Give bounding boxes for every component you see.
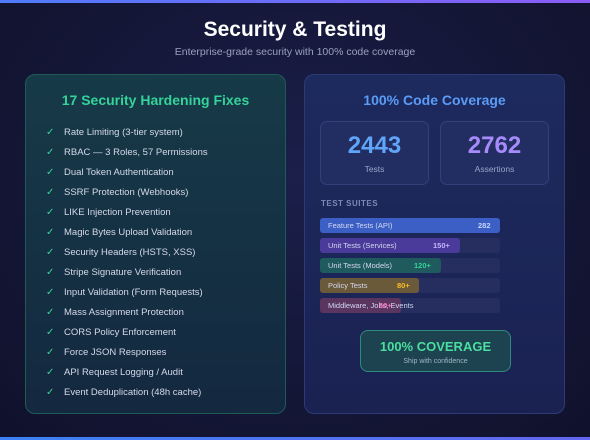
check-icon: ✓	[46, 346, 55, 358]
security-fixes-heading: 17 Security Hardening Fixes	[61, 92, 250, 108]
security-fix-item: ✓ RBAC — 3 Roles, 57 Permissions	[46, 142, 281, 162]
security-fix-item: ✓ Event Deduplication (48h cache)	[46, 382, 281, 402]
test-suite-label: Unit Tests (Services)	[328, 241, 397, 250]
top-accent-bar	[0, 0, 590, 3]
security-fix-label: Stripe Signature Verification	[64, 266, 182, 278]
security-fix-item: ✓ Input Validation (Form Requests)	[46, 282, 281, 302]
security-fixes-panel: 17 Security Hardening Fixes ✓ Rate Limiti…	[25, 74, 286, 414]
security-fix-label: Security Headers (HSTS, XSS)	[64, 246, 196, 258]
bottom-accent-bar	[0, 437, 590, 440]
security-fix-item: ✓ LIKE Injection Prevention	[46, 202, 281, 222]
check-icon: ✓	[46, 126, 55, 138]
security-fix-item: ✓ CORS Policy Enforcement	[46, 322, 281, 342]
security-fix-label: Input Validation (Form Requests)	[64, 286, 203, 298]
test-suite-label: Middleware, Jobs, Events	[328, 301, 414, 310]
tests-stat-card: 2443 Tests	[320, 121, 429, 185]
test-suite-label: Policy Tests	[328, 281, 368, 290]
security-fix-item: ✓ SSRF Protection (Webhooks)	[46, 182, 281, 202]
check-icon: ✓	[46, 246, 55, 258]
security-fix-label: SSRF Protection (Webhooks)	[64, 186, 189, 198]
security-fixes-list: ✓ Rate Limiting (3-tier system) ✓ RBAC — 3 …	[46, 122, 281, 402]
security-fix-label: RBAC — 3 Roles, 57 Permissions	[64, 146, 208, 158]
test-suite-bar-fill	[320, 238, 460, 253]
security-fix-label: Magic Bytes Upload Validation	[64, 226, 193, 238]
security-fix-label: LIKE Injection Prevention	[64, 206, 171, 218]
test-suite-label: Unit Tests (Models)	[328, 261, 393, 270]
coverage-badge: 100% COVERAGE Ship with confidence	[360, 330, 511, 372]
coverage-panel: 100% Code Coverage 2443 Tests 2762 Asser…	[304, 74, 565, 414]
test-suite-row: Middleware, Jobs, Events 60+	[320, 298, 500, 313]
security-fix-label: Force JSON Responses	[64, 346, 167, 358]
check-icon: ✓	[46, 386, 55, 398]
security-fix-label: Event Deduplication (48h cache)	[64, 386, 202, 398]
security-fix-item: ✓ Dual Token Authentication	[46, 162, 281, 182]
check-icon: ✓	[46, 166, 55, 178]
security-fix-item: ✓ API Request Logging / Audit	[46, 362, 281, 382]
coverage-heading: 100% Code Coverage	[363, 92, 506, 108]
test-suites-heading: TEST SUITES	[321, 199, 379, 208]
security-fix-item: ✓ Force JSON Responses	[46, 342, 281, 362]
test-suite-row: Policy Tests 80+	[320, 278, 500, 293]
security-fix-label: CORS Policy Enforcement	[64, 326, 176, 338]
test-suite-count: 150+	[433, 241, 450, 250]
check-icon: ✓	[46, 186, 55, 198]
page-title: Security & Testing	[203, 18, 387, 41]
test-suite-bar-fill	[320, 258, 441, 273]
test-suite-bar-fill	[320, 278, 419, 293]
security-fix-label: Dual Token Authentication	[64, 166, 174, 178]
assertions-label: Assertions	[474, 164, 515, 174]
coverage-badge-title: 100% COVERAGE	[379, 339, 492, 354]
security-fix-label: Rate Limiting (3-tier system)	[64, 126, 183, 138]
test-suite-row: Unit Tests (Services) 150+	[320, 238, 500, 253]
test-suite-count: 80+	[397, 281, 410, 290]
security-fix-label: Mass Assignment Protection	[64, 306, 184, 318]
check-icon: ✓	[46, 306, 55, 318]
assertions-stat-card: 2762 Assertions	[440, 121, 549, 185]
test-suite-bar-fill	[320, 298, 401, 313]
check-icon: ✓	[46, 226, 55, 238]
test-suite-row: Unit Tests (Models) 120+	[320, 258, 500, 273]
security-fix-label: API Request Logging / Audit	[64, 366, 183, 378]
check-icon: ✓	[46, 266, 55, 278]
check-icon: ✓	[46, 326, 55, 338]
security-fix-item: ✓ Security Headers (HSTS, XSS)	[46, 242, 281, 262]
security-fix-item: ✓ Magic Bytes Upload Validation	[46, 222, 281, 242]
check-icon: ✓	[46, 146, 55, 158]
security-fix-item: ✓ Rate Limiting (3-tier system)	[46, 122, 281, 142]
tests-count: 2443	[347, 132, 402, 159]
test-suite-bar-fill	[320, 218, 500, 233]
page-subtitle: Enterprise-grade security with 100% code…	[174, 46, 416, 58]
check-icon: ✓	[46, 366, 55, 378]
tests-label: Tests	[364, 164, 385, 174]
security-fix-item: ✓ Stripe Signature Verification	[46, 262, 281, 282]
coverage-badge-subtitle: Ship with confidence	[403, 358, 468, 365]
test-suite-count: 120+	[414, 261, 431, 270]
test-suite-count: 282	[478, 221, 491, 230]
assertions-count: 2762	[467, 132, 522, 159]
test-suite-label: Feature Tests (API)	[328, 221, 393, 230]
check-icon: ✓	[46, 206, 55, 218]
check-icon: ✓	[46, 286, 55, 298]
security-fix-item: ✓ Mass Assignment Protection	[46, 302, 281, 322]
test-suite-count: 60+	[379, 301, 392, 310]
test-suite-row: Feature Tests (API) 282	[320, 218, 500, 233]
